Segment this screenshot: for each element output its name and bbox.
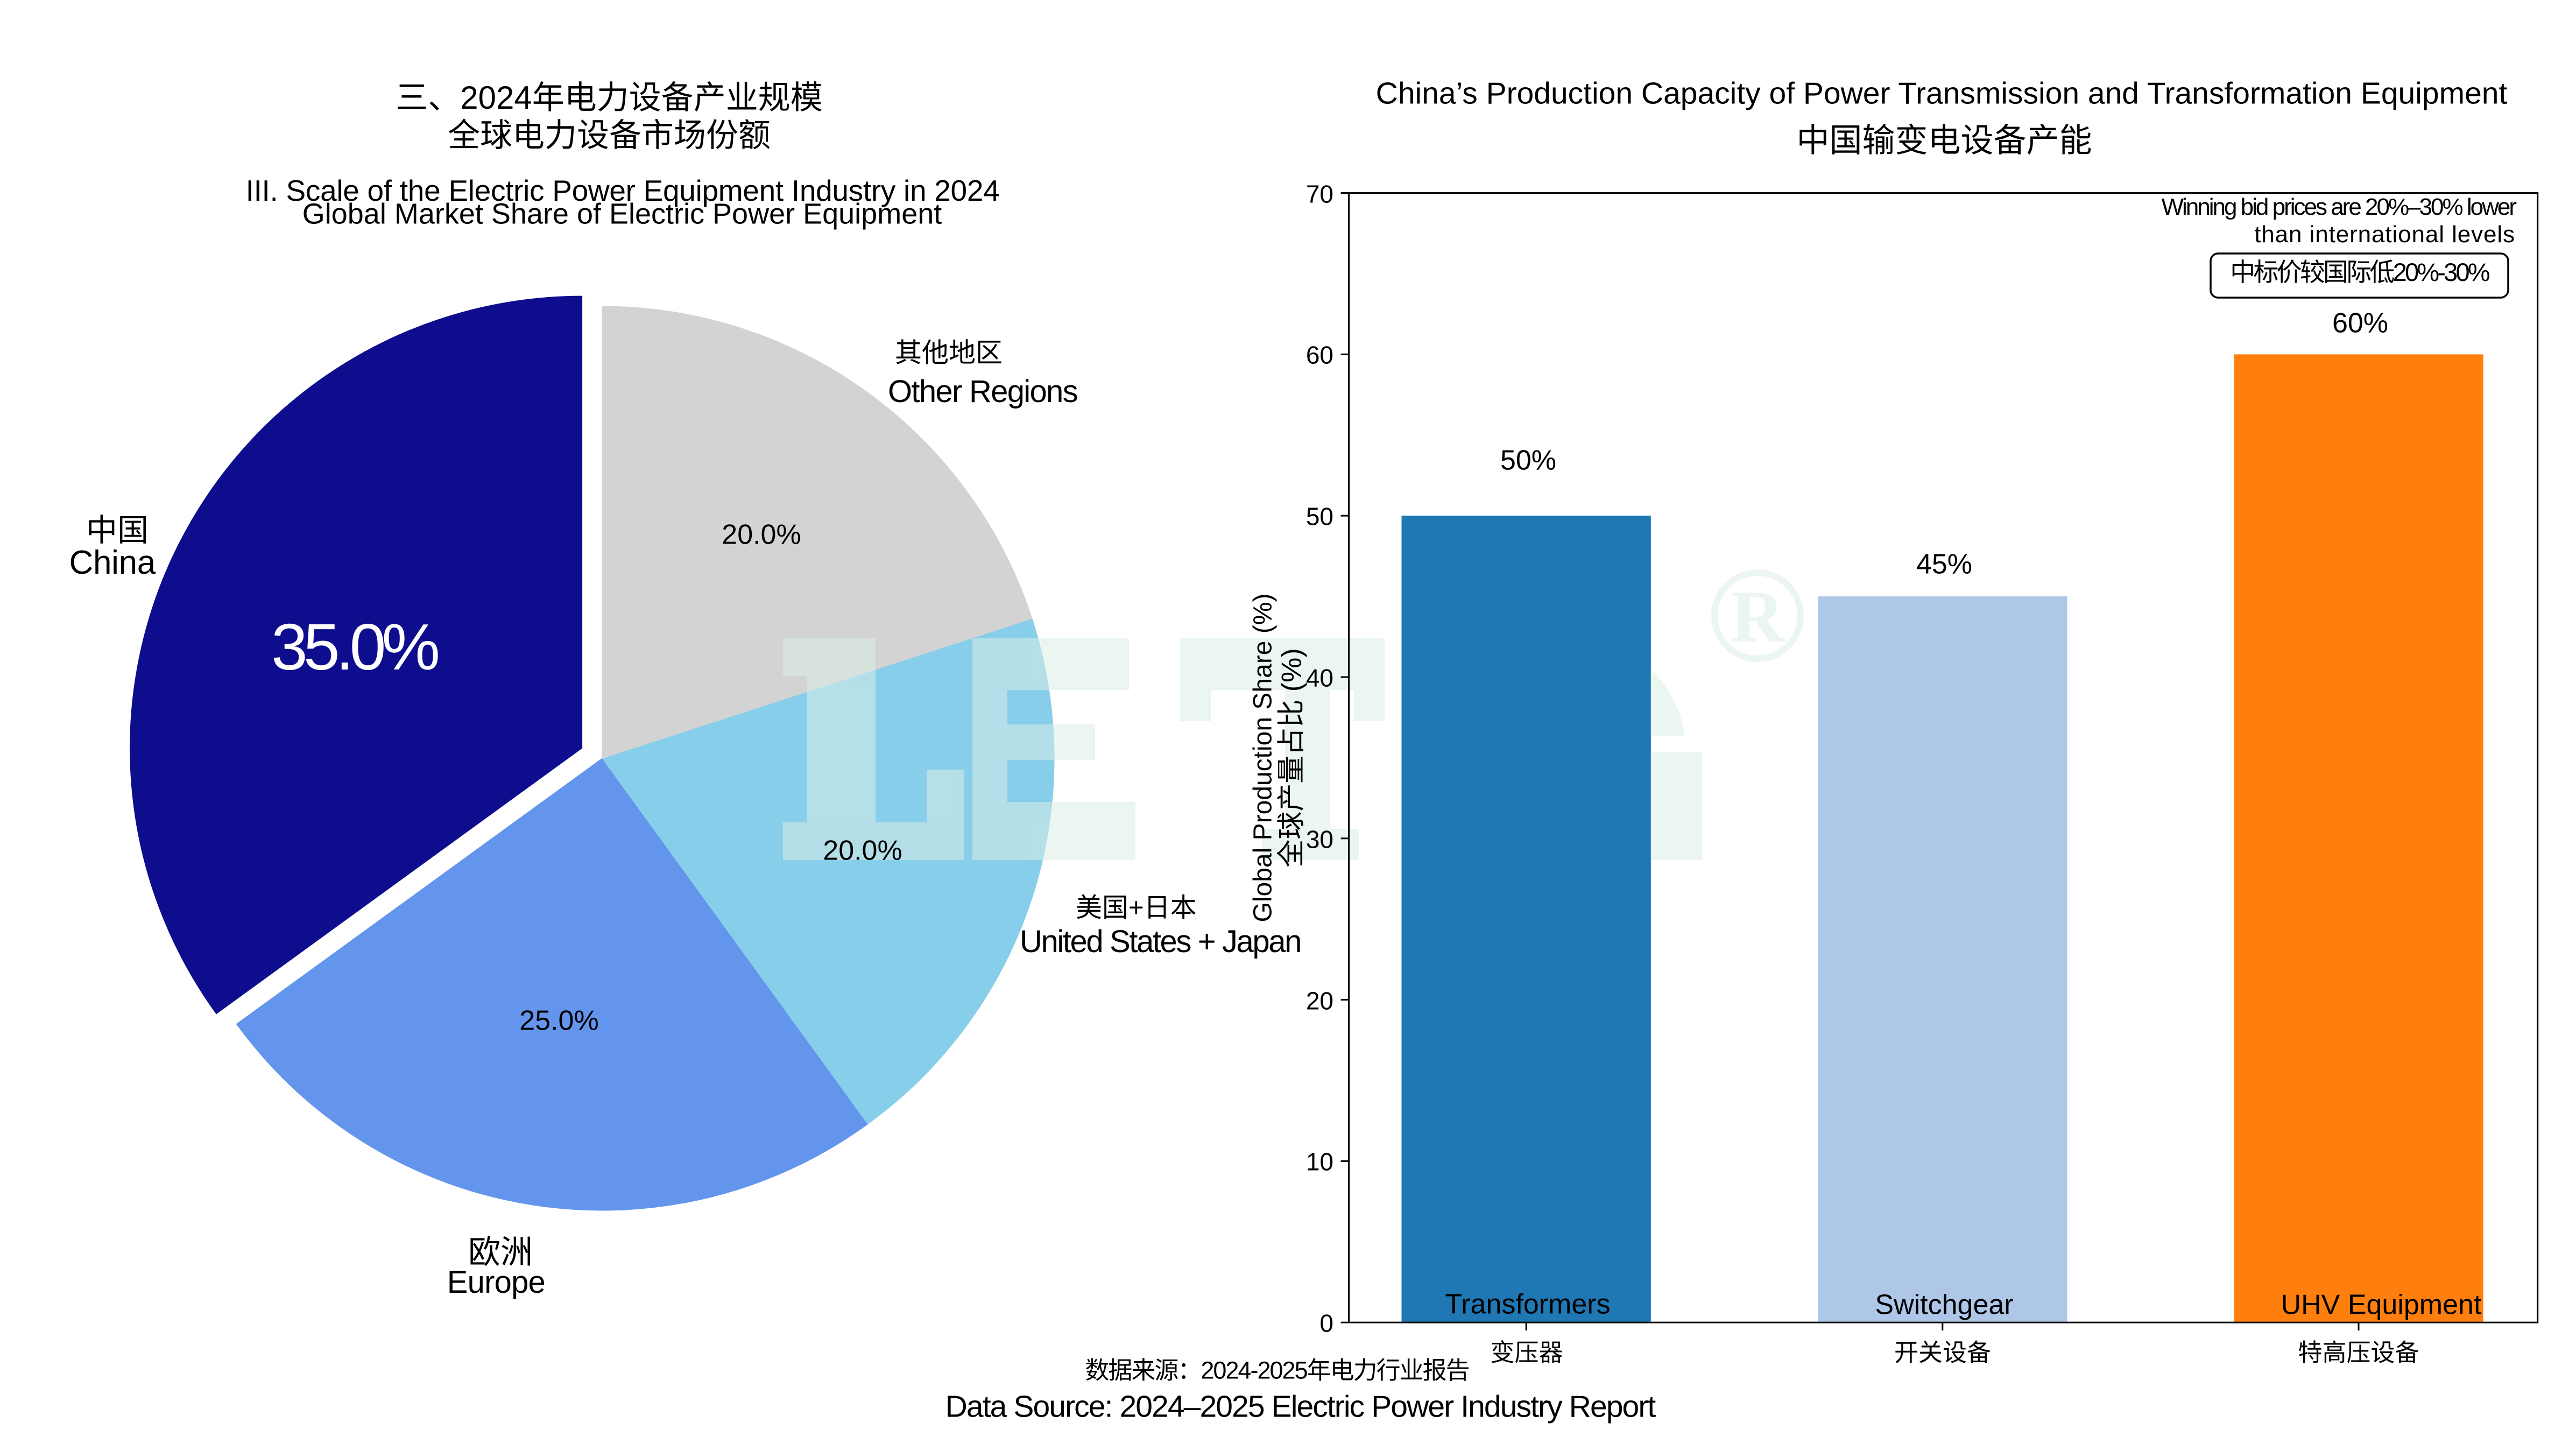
- svg-text:R: R: [1731, 575, 1785, 658]
